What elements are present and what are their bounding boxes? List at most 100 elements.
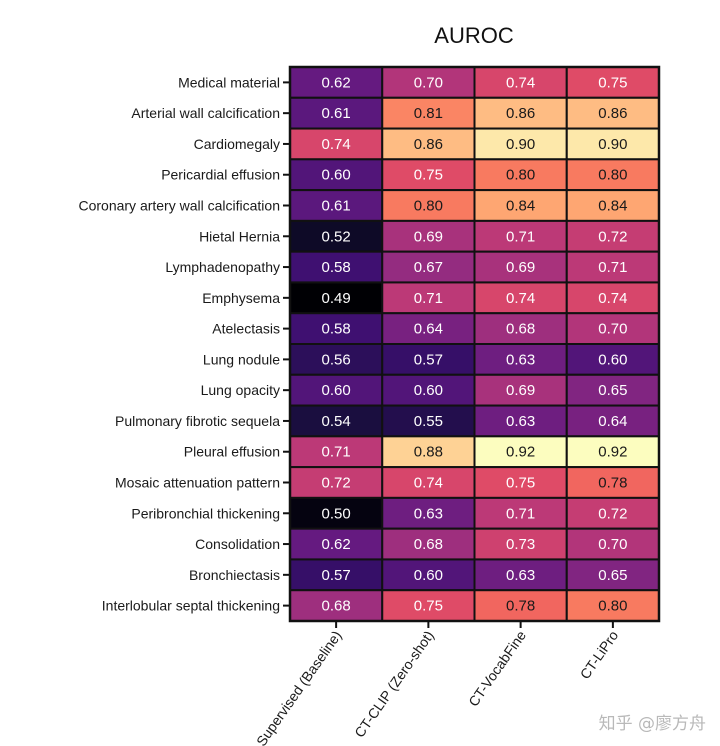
heatmap-cell <box>565 189 660 222</box>
cell-value-label: 0.57 <box>414 351 443 368</box>
heatmap-cell <box>381 466 476 499</box>
cell-value-label: 0.74 <box>322 136 351 153</box>
cell-value-label: 0.84 <box>598 198 627 215</box>
cell-value-label: 0.65 <box>598 382 627 399</box>
cell-value-label: 0.69 <box>506 382 535 399</box>
row-label: Mosaic attenuation pattern <box>115 475 280 491</box>
cell-value-label: 0.86 <box>414 136 443 153</box>
heatmap-cell <box>381 404 476 438</box>
cell-value-label: 0.75 <box>598 74 627 91</box>
heatmap-cell <box>381 435 476 469</box>
cell-value-label: 0.74 <box>598 290 627 307</box>
cell-value-label: 0.58 <box>322 321 351 338</box>
cell-value-label: 0.75 <box>414 167 443 184</box>
cell-value-label: 0.60 <box>414 567 443 584</box>
cell-value-label: 0.65 <box>598 567 627 584</box>
cell-value-label: 0.72 <box>598 505 627 522</box>
cell-value-label: 0.74 <box>414 475 443 492</box>
cell-value-label: 0.88 <box>414 444 443 461</box>
cell-value-label: 0.70 <box>598 321 627 338</box>
row-label: Emphysema <box>202 290 280 306</box>
cell-value-label: 0.71 <box>506 228 535 245</box>
row-label: Lymphadenopathy <box>165 259 280 275</box>
heatmap-cell <box>565 312 660 346</box>
cell-value-label: 0.58 <box>322 259 351 276</box>
heatmap-cell <box>473 250 568 284</box>
column-label: CT-CLIP (Zero-shot) <box>351 628 437 741</box>
cell-value-label: 0.90 <box>506 136 535 153</box>
cell-value-label: 0.75 <box>414 598 443 615</box>
cell-value-label: 0.71 <box>598 259 627 276</box>
cell-value-label: 0.64 <box>598 413 627 430</box>
heatmap-cell <box>565 466 660 499</box>
cell-value-label: 0.62 <box>322 74 351 91</box>
cell-value-label: 0.60 <box>322 382 351 399</box>
heatmap-cell <box>473 558 568 592</box>
row-label: Interlobular septal thickening <box>102 598 280 614</box>
row-label: Cardiomegaly <box>194 136 280 152</box>
cell-value-label: 0.70 <box>414 74 443 91</box>
heatmap-cells: 0.62 0.70 0.74 0.75 0.61 0.81 0.86 0.86 0.74 0.86… <box>288 65 661 623</box>
heatmap-cell <box>381 127 476 161</box>
cell-value-label: 0.92 <box>506 444 535 461</box>
cell-value-label: 0.72 <box>598 228 627 245</box>
heatmap-cell <box>473 496 568 530</box>
cell-value-label: 0.63 <box>506 351 535 368</box>
cell-value-label: 0.84 <box>506 198 535 215</box>
cell-value-label: 0.90 <box>598 136 627 153</box>
row-labels: Medical material Arterial wall calcificat… <box>78 74 290 614</box>
heatmap-cell <box>289 343 384 376</box>
heatmap-cell <box>565 96 660 130</box>
row-label: Bronchiectasis <box>189 567 280 583</box>
cell-value-label: 0.68 <box>322 598 351 615</box>
heatmap-cell <box>473 466 568 499</box>
cell-value-label: 0.71 <box>322 444 351 461</box>
row-label: Pericardial effusion <box>161 167 280 183</box>
row-label: Pleural effusion <box>184 444 280 460</box>
heatmap-cell <box>565 589 660 623</box>
heatmap-cell <box>381 219 476 253</box>
heatmap-cell <box>473 435 568 469</box>
heatmap-cell <box>289 527 384 561</box>
cell-value-label: 0.86 <box>598 105 627 122</box>
heatmap-cell <box>473 189 568 222</box>
cell-value-label: 0.63 <box>506 413 535 430</box>
cell-value-label: 0.81 <box>414 105 443 122</box>
cell-value-label: 0.49 <box>322 290 351 307</box>
row-label: Lung nodule <box>203 351 280 367</box>
heatmap-cell <box>473 219 568 253</box>
cell-value-label: 0.60 <box>322 167 351 184</box>
heatmap-cell <box>565 527 660 561</box>
cell-value-label: 0.68 <box>414 536 443 553</box>
row-label: Consolidation <box>195 536 280 552</box>
cell-value-label: 0.71 <box>414 290 443 307</box>
column-labels: Supervised (Baseline) CT-CLIP (Zero-shot)… <box>253 621 622 746</box>
column-label: CT-LiPro <box>577 627 622 682</box>
heatmap-cell <box>565 558 660 592</box>
chart-title: AUROC <box>434 23 514 48</box>
heatmap-cell <box>565 404 660 438</box>
row-label: Hietal Hernia <box>199 228 280 244</box>
cell-value-label: 0.60 <box>598 351 627 368</box>
row-label: Coronary artery wall calcification <box>78 198 280 214</box>
heatmap-cell <box>381 158 476 192</box>
cell-value-label: 0.74 <box>506 74 535 91</box>
row-label: Arterial wall calcification <box>131 105 280 121</box>
cell-value-label: 0.78 <box>506 598 535 615</box>
cell-value-label: 0.78 <box>598 475 627 492</box>
cell-value-label: 0.50 <box>322 505 351 522</box>
column-label: CT-VocabFine <box>465 627 529 709</box>
cell-value-label: 0.61 <box>322 198 351 215</box>
cell-value-label: 0.86 <box>506 105 535 122</box>
cell-value-label: 0.61 <box>322 105 351 122</box>
row-label: Lung opacity <box>201 382 280 398</box>
cell-value-label: 0.57 <box>322 567 351 584</box>
cell-value-label: 0.69 <box>414 228 443 245</box>
cell-value-label: 0.73 <box>506 536 535 553</box>
cell-value-label: 0.63 <box>414 505 443 522</box>
watermark: 知乎 @廖方舟 <box>598 714 706 734</box>
cell-value-label: 0.60 <box>414 382 443 399</box>
cell-value-label: 0.52 <box>322 228 351 245</box>
cell-value-label: 0.80 <box>506 167 535 184</box>
